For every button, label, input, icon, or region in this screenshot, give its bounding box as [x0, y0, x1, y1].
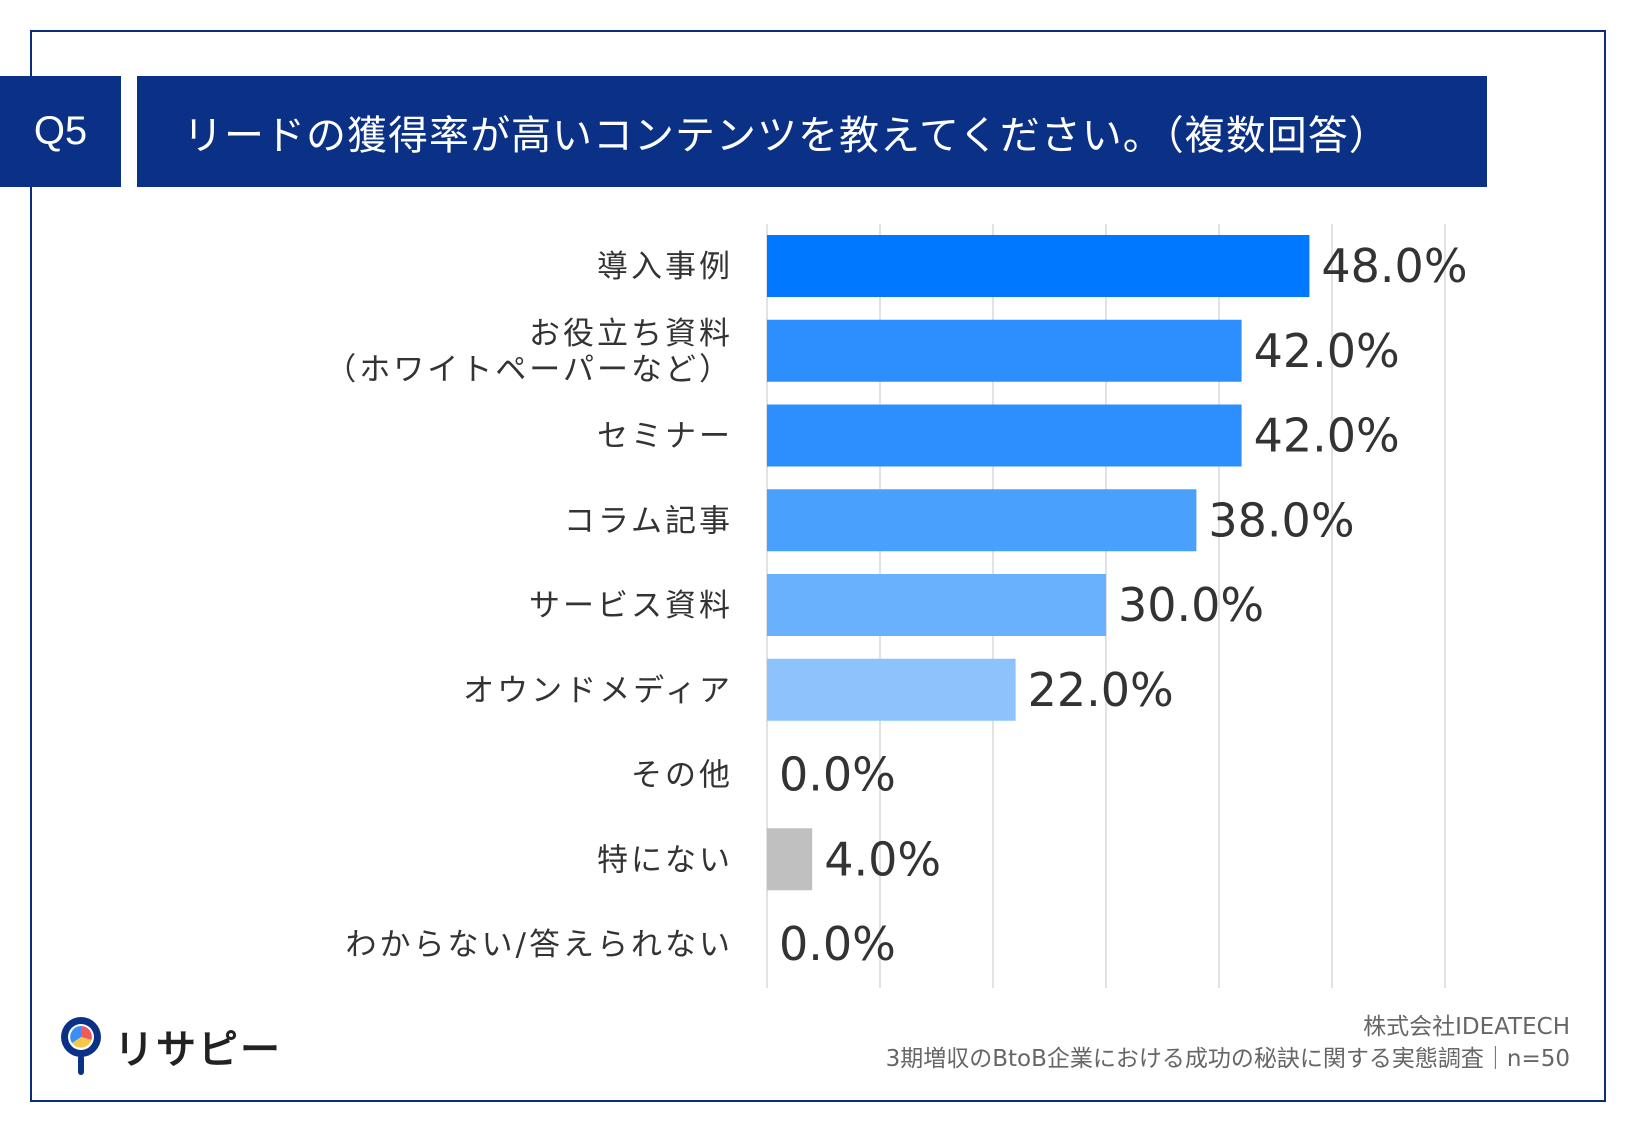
category-label: お役立ち資料: [529, 316, 733, 352]
data-label: 0.0%: [779, 748, 896, 802]
category-label: その他: [631, 758, 733, 794]
bar: [767, 404, 1242, 467]
data-label: 30.0%: [1118, 578, 1264, 632]
data-label: 42.0%: [1254, 324, 1400, 378]
bar: [767, 574, 1106, 636]
category-label: 導入事例: [597, 249, 733, 285]
category-label: セミナー: [597, 419, 733, 455]
data-label: 4.0%: [824, 832, 941, 886]
bar: [767, 828, 813, 891]
bar: [767, 489, 1197, 552]
category-label: わからない/答えられない: [346, 927, 733, 963]
data-label: 0.0%: [779, 917, 896, 971]
infographic-frame: [30, 30, 1606, 1102]
footer-survey: 3期増収のBtoB企業における成功の秘訣に関する実態調査｜n=50: [885, 1046, 1570, 1072]
bar: [767, 319, 1242, 382]
category-label: （ホワイトペーパーなど）: [325, 352, 733, 388]
pin-icon: [61, 1017, 101, 1075]
data-label: 42.0%: [1254, 409, 1400, 463]
category-label: サービス資料: [529, 588, 733, 624]
logo-text: リサピー: [114, 1027, 282, 1073]
category-label: オウンドメディア: [463, 673, 733, 709]
data-label: 38.0%: [1208, 493, 1354, 547]
logo: リサピー: [58, 1015, 282, 1077]
data-label: 48.0%: [1321, 239, 1467, 293]
data-label: 22.0%: [1028, 663, 1174, 717]
bar: [767, 235, 1310, 297]
footer-company: 株式会社IDEATECH: [1363, 1014, 1570, 1040]
bar: [767, 658, 1016, 721]
question-badge: Q5: [0, 76, 121, 187]
category-label: コラム記事: [564, 503, 733, 539]
category-label: 特にない: [597, 842, 733, 878]
footer: 株式会社IDEATECH 3期増収のBtoB企業における成功の秘訣に関する実態調…: [886, 1011, 1570, 1075]
question-title: リードの獲得率が高いコンテンツを教えてください。（複数回答）: [137, 76, 1487, 187]
